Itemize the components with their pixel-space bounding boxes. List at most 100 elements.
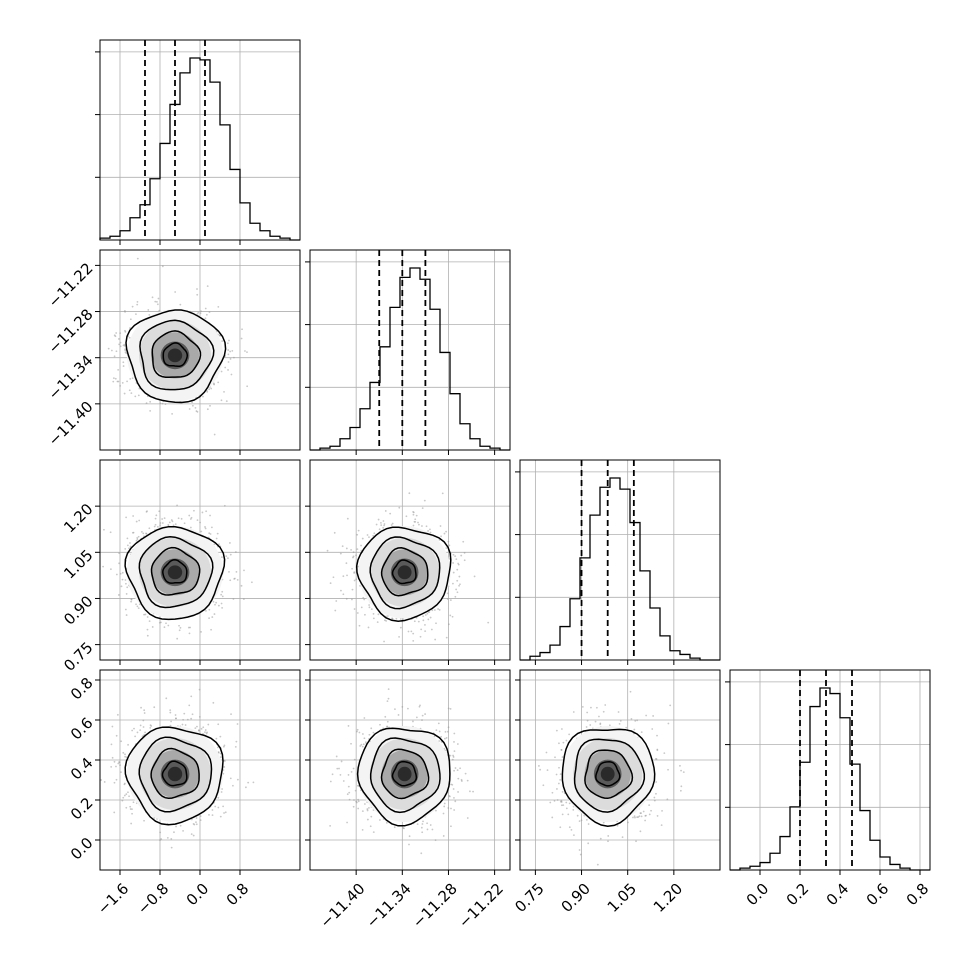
sample-point <box>170 846 173 849</box>
sample-point <box>214 805 217 808</box>
sample-point <box>103 528 105 531</box>
sample-point <box>345 562 348 565</box>
sample-point <box>157 297 160 300</box>
sample-point <box>360 606 363 609</box>
sample-point <box>183 712 186 715</box>
sample-point <box>169 724 172 727</box>
sample-point <box>346 821 348 824</box>
sample-point <box>233 578 236 580</box>
sample-point <box>222 805 225 808</box>
sample-point <box>150 725 153 727</box>
sample-point <box>459 583 461 586</box>
sample-point <box>130 392 133 395</box>
sample-point <box>372 731 375 734</box>
contour-line <box>355 526 452 622</box>
sample-point <box>130 822 133 825</box>
sample-point <box>199 521 201 524</box>
sample-point <box>159 524 162 527</box>
sample-point <box>447 726 450 729</box>
sample-point <box>115 350 118 353</box>
sample-point <box>116 713 119 716</box>
sample-point <box>329 582 332 585</box>
sample-point <box>383 619 386 622</box>
sample-point <box>123 783 126 786</box>
sample-point <box>199 312 202 315</box>
marginal-panel-0 <box>95 39 301 245</box>
sample-point <box>211 814 214 817</box>
sample-point <box>456 568 459 571</box>
joint-panel-0-1 <box>95 249 301 455</box>
sample-point <box>418 523 420 526</box>
sample-point <box>165 622 167 625</box>
sample-point <box>440 535 442 538</box>
sample-point <box>178 629 181 632</box>
sample-point <box>383 523 386 525</box>
sample-point <box>422 615 425 618</box>
sample-point <box>143 613 145 616</box>
sample-point <box>149 727 152 729</box>
sample-point <box>97 523 99 525</box>
density-shade <box>167 766 183 782</box>
sample-point <box>384 510 387 512</box>
sample-point <box>246 351 248 354</box>
sample-point <box>124 579 127 581</box>
sample-point <box>121 799 124 802</box>
sample-point <box>190 833 193 836</box>
sample-point <box>118 343 121 346</box>
sample-point <box>377 518 380 521</box>
panel-frame <box>309 249 511 451</box>
sample-point <box>446 730 449 733</box>
sample-point <box>142 726 145 728</box>
sample-point <box>190 695 193 698</box>
sample-point <box>209 514 211 517</box>
sample-point <box>102 565 105 568</box>
joint-panel-0-3 <box>95 669 301 875</box>
sample-point <box>332 576 335 579</box>
joint-panel-0-2 <box>95 459 301 665</box>
sample-point <box>452 562 454 564</box>
sample-point <box>232 598 235 600</box>
sample-point <box>191 404 194 407</box>
sample-point <box>210 526 213 529</box>
sample-point <box>221 788 223 790</box>
sample-point <box>487 621 490 624</box>
sample-point <box>221 606 224 609</box>
sample-point <box>223 390 225 393</box>
sample-point <box>434 839 437 842</box>
sample-point <box>125 516 128 519</box>
sample-point <box>118 338 120 340</box>
sample-point <box>201 511 204 514</box>
sample-point <box>146 628 149 631</box>
sample-point <box>132 801 135 804</box>
sample-point <box>151 296 154 299</box>
sample-point <box>142 532 145 535</box>
sample-point <box>225 400 228 403</box>
sample-point <box>412 513 415 516</box>
sample-point <box>443 805 446 808</box>
sample-point <box>196 410 199 413</box>
sample-point <box>229 542 231 544</box>
sample-point <box>206 285 209 288</box>
sample-point <box>350 548 352 551</box>
sample-point <box>453 796 455 799</box>
sample-point <box>174 291 177 293</box>
sample-point <box>452 553 455 556</box>
sample-point <box>212 701 215 704</box>
sample-point <box>205 609 207 612</box>
sample-point <box>215 601 218 604</box>
sample-point <box>209 404 211 407</box>
sample-point <box>429 824 432 826</box>
sample-point <box>172 524 175 527</box>
sample-point <box>125 614 128 616</box>
sample-point <box>151 626 154 628</box>
joint-content <box>100 688 255 849</box>
sample-point <box>175 717 177 720</box>
marginal-panel-3 <box>725 669 931 875</box>
sample-point <box>145 511 148 513</box>
sample-point <box>159 522 162 524</box>
contour-line <box>124 726 224 826</box>
sample-point <box>447 623 450 626</box>
sample-point <box>147 309 150 311</box>
sample-point <box>140 706 142 709</box>
sample-point <box>240 337 243 340</box>
